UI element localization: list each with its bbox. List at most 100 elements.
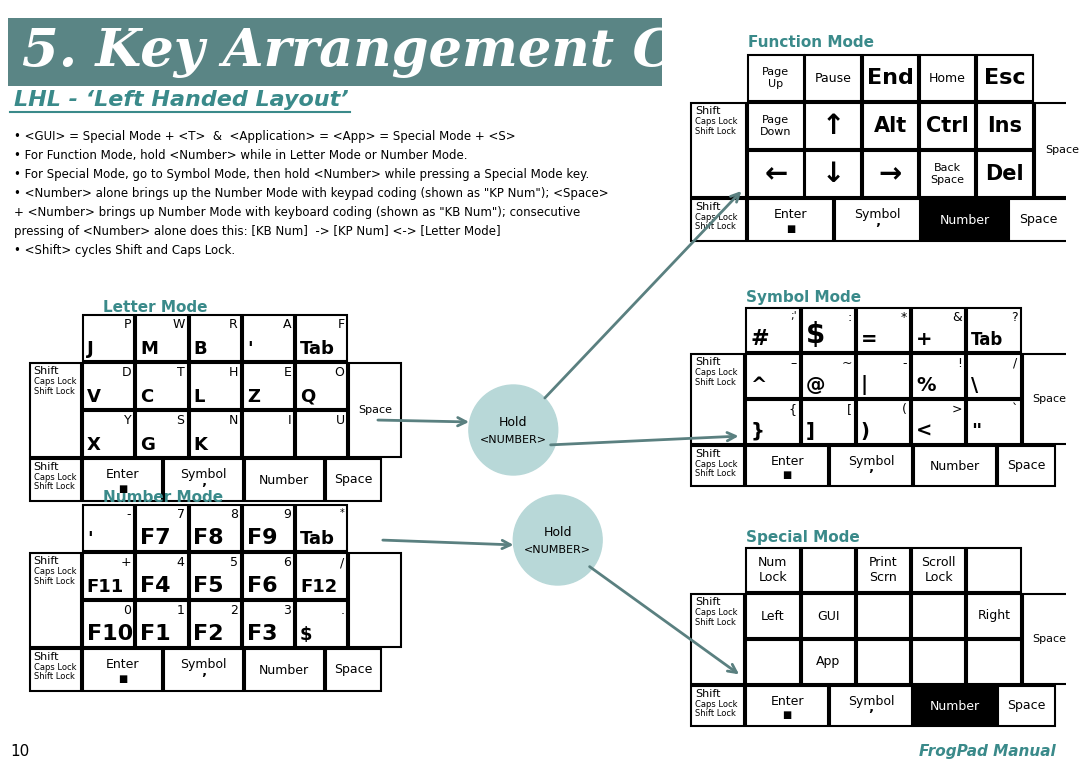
Text: ’: ’ <box>201 482 206 497</box>
Bar <box>746 594 799 638</box>
Bar <box>831 686 913 726</box>
Text: 5. Key Arrangement Chart: 5. Key Arrangement Chart <box>22 26 799 78</box>
Text: A: A <box>283 318 292 331</box>
Bar <box>913 594 966 638</box>
Bar <box>748 199 833 241</box>
Text: Pause: Pause <box>814 72 851 85</box>
Bar <box>189 505 241 551</box>
Bar <box>801 594 855 638</box>
Bar <box>243 363 294 409</box>
Text: 8: 8 <box>230 508 238 521</box>
Text: Esc: Esc <box>984 68 1026 88</box>
Bar <box>914 446 996 486</box>
Bar <box>1009 199 1068 241</box>
Text: Shift: Shift <box>33 652 59 662</box>
Bar <box>136 553 188 599</box>
Text: ’: ’ <box>201 672 206 686</box>
Text: →: → <box>879 160 902 188</box>
Text: F10: F10 <box>86 624 133 644</box>
Text: Right: Right <box>977 610 1011 622</box>
Bar <box>914 686 996 726</box>
Text: Symbol Mode: Symbol Mode <box>746 290 862 305</box>
Text: O: O <box>335 366 345 379</box>
Text: $: $ <box>806 321 825 349</box>
Bar <box>29 553 81 647</box>
Text: Scroll
Lock: Scroll Lock <box>921 556 956 584</box>
Bar <box>748 151 804 197</box>
Text: F12: F12 <box>300 578 337 596</box>
Text: +: + <box>121 556 132 569</box>
Bar <box>296 315 348 361</box>
Text: Tab: Tab <box>971 331 1003 349</box>
Bar <box>691 686 744 726</box>
Text: /: / <box>340 556 345 569</box>
Text: #: # <box>751 329 769 349</box>
Bar <box>913 308 966 352</box>
Text: V: V <box>86 388 100 406</box>
Text: R: R <box>229 318 238 331</box>
Text: ’: ’ <box>868 708 874 722</box>
Bar <box>856 640 910 684</box>
Text: {: { <box>788 403 797 416</box>
Text: E: E <box>283 366 292 379</box>
Text: @: @ <box>806 376 825 395</box>
Bar <box>920 151 975 197</box>
Text: 1: 1 <box>177 604 185 617</box>
Text: Enter: Enter <box>774 208 808 221</box>
Text: Special Mode: Special Mode <box>746 530 860 545</box>
Text: Caps Lock: Caps Lock <box>694 117 738 126</box>
Bar <box>691 594 744 684</box>
Bar <box>296 363 348 409</box>
Text: Symbol: Symbol <box>180 658 227 672</box>
Bar <box>968 308 1021 352</box>
Text: [: [ <box>847 403 852 416</box>
Text: Space: Space <box>334 473 373 487</box>
Circle shape <box>469 385 557 475</box>
Text: 6: 6 <box>283 556 292 569</box>
Text: ’: ’ <box>875 222 880 236</box>
Bar <box>296 601 348 647</box>
Bar <box>801 400 855 444</box>
Text: Shift Lock: Shift Lock <box>33 672 75 681</box>
Bar <box>243 601 294 647</box>
Text: Symbol: Symbol <box>848 695 894 708</box>
Text: End: End <box>867 68 914 88</box>
Text: F11: F11 <box>86 578 124 596</box>
Bar <box>83 601 134 647</box>
Text: Space: Space <box>1032 634 1066 644</box>
Text: Shift: Shift <box>33 556 59 566</box>
Text: 7: 7 <box>177 508 185 521</box>
Bar <box>806 151 861 197</box>
Text: ■: ■ <box>783 470 792 480</box>
Bar <box>189 411 241 457</box>
Text: Space: Space <box>1020 214 1057 227</box>
Text: F6: F6 <box>247 576 278 596</box>
Text: Enter: Enter <box>106 658 139 672</box>
Bar <box>164 649 243 691</box>
Bar <box>746 400 799 444</box>
Text: Home: Home <box>929 72 967 85</box>
Text: ^: ^ <box>751 376 767 395</box>
Text: N: N <box>229 414 238 427</box>
Bar <box>296 411 348 457</box>
Text: G: G <box>140 436 156 454</box>
Bar <box>189 601 241 647</box>
Text: \: \ <box>971 376 978 395</box>
Bar <box>326 459 381 501</box>
Text: • <Number> alone brings up the Number Mode with keypad coding (shown as "KP Num": • <Number> alone brings up the Number Mo… <box>14 187 608 200</box>
Text: K: K <box>193 436 207 454</box>
Text: U: U <box>336 414 345 427</box>
Text: Shift Lock: Shift Lock <box>33 482 75 491</box>
Text: Enter: Enter <box>770 695 804 708</box>
Bar <box>350 363 401 457</box>
Text: –: – <box>791 357 797 370</box>
Text: Number Mode: Number Mode <box>103 490 222 505</box>
Bar <box>83 411 134 457</box>
Bar <box>189 315 241 361</box>
Text: ■: ■ <box>118 484 127 494</box>
Text: F: F <box>337 318 345 331</box>
Bar <box>136 505 188 551</box>
Text: 9: 9 <box>283 508 292 521</box>
Text: Hold: Hold <box>543 526 572 538</box>
Text: Shift Lock: Shift Lock <box>694 469 735 478</box>
